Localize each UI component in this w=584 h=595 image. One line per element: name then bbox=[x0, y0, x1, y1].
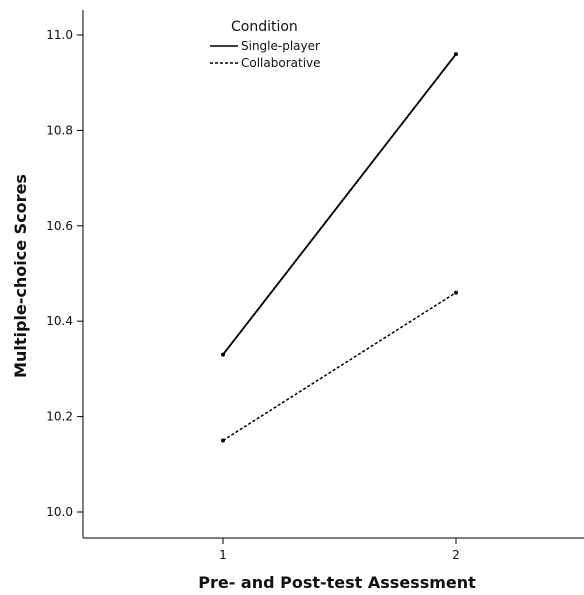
data-point bbox=[221, 438, 225, 443]
axes bbox=[82, 10, 584, 539]
legend-title: Condition bbox=[231, 19, 298, 35]
data-point bbox=[221, 352, 225, 357]
legend-items: Single-player Collaborative bbox=[210, 39, 321, 70]
legend-label: Collaborative bbox=[241, 56, 321, 70]
y-tick-label: 11.0 bbox=[46, 28, 73, 42]
data-point bbox=[454, 52, 458, 57]
y-tick-label: 10.2 bbox=[46, 410, 73, 424]
x-tick-label: 1 bbox=[219, 548, 227, 562]
series-line-collaborative bbox=[222, 291, 457, 442]
y-tick-label: 10.0 bbox=[46, 505, 73, 519]
data-point bbox=[454, 290, 458, 295]
y-ticks: 10.0 10.2 10.4 10.6 10.8 11.0 bbox=[46, 28, 83, 519]
legend: Condition Single-player Collaborative bbox=[210, 19, 321, 70]
y-tick-label: 10.4 bbox=[46, 314, 73, 328]
legend-label: Single-player bbox=[241, 39, 320, 53]
y-axis-title: Multiple-choice Scores bbox=[11, 174, 30, 378]
x-tick-label: 2 bbox=[452, 548, 460, 562]
series-line-single-player bbox=[222, 53, 457, 356]
series-layer bbox=[221, 52, 458, 443]
y-tick-label: 10.6 bbox=[46, 219, 73, 233]
x-axis-title: Pre- and Post-test Assessment bbox=[198, 573, 476, 592]
y-tick-label: 10.8 bbox=[46, 123, 73, 137]
